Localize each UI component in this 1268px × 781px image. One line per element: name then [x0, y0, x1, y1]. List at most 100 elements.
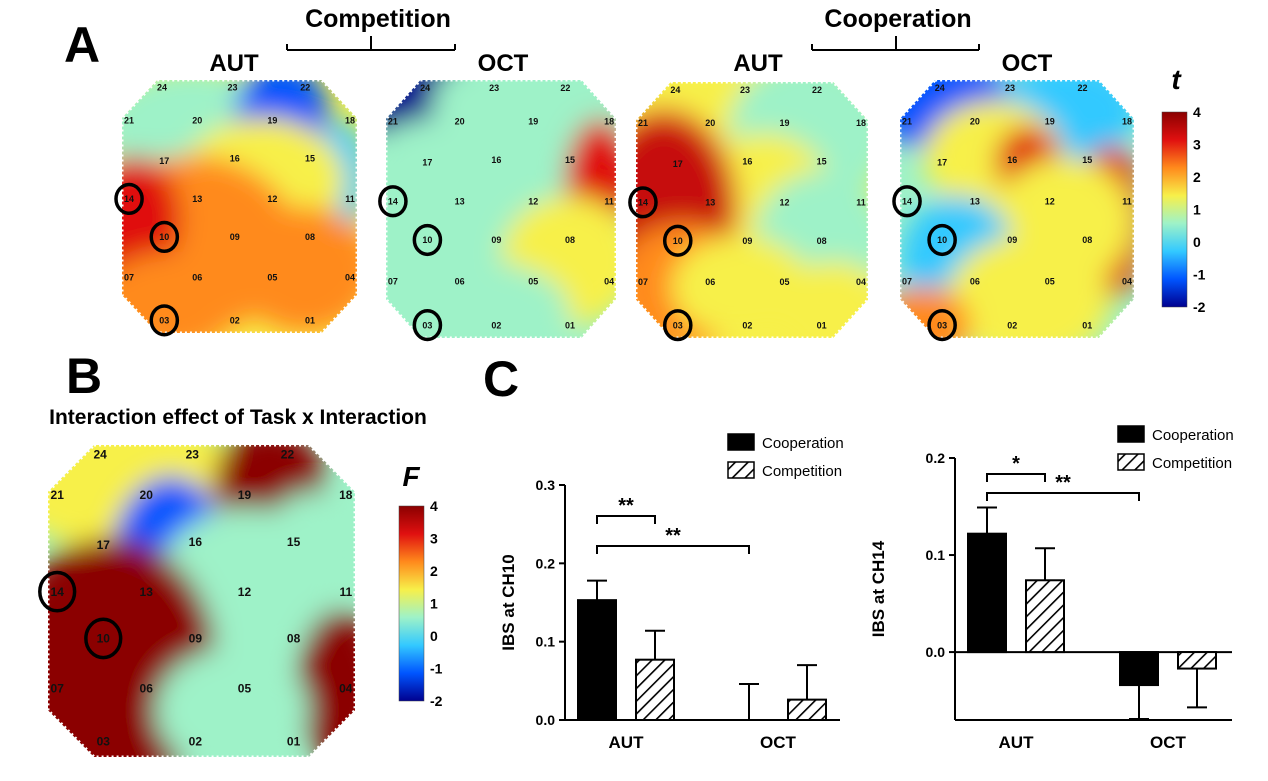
channel-label-06: 06 — [970, 276, 980, 286]
channel-label-12: 12 — [779, 197, 789, 207]
channel-label-11: 11 — [604, 196, 614, 206]
channel-label-05: 05 — [1045, 276, 1055, 286]
legend-swatch-competition — [727, 461, 755, 479]
x-tick-label: OCT — [760, 733, 797, 752]
legend-label-competition: Competition — [1152, 455, 1232, 472]
highlight-ring-ch03 — [412, 308, 443, 342]
group-bracket-competition: Competition — [286, 5, 456, 51]
colorbar-tick-label: 1 — [430, 596, 438, 612]
channel-label-01: 01 — [817, 320, 827, 330]
channel-label-17: 17 — [97, 538, 111, 552]
channel-label-24: 24 — [670, 85, 680, 95]
highlight-ring-ch03 — [149, 304, 180, 337]
channel-label-22: 22 — [281, 448, 295, 462]
channel-label-07: 07 — [124, 272, 134, 282]
channel-label-19: 19 — [528, 116, 538, 126]
channel-label-18: 18 — [339, 488, 353, 502]
channel-label-17: 17 — [159, 156, 169, 166]
colorbar-tick-label: 3 — [1193, 137, 1201, 153]
channel-label-14: 14 — [51, 585, 65, 599]
highlight-ring-ch10 — [149, 220, 180, 253]
highlight-ring-ch14 — [114, 182, 144, 216]
channel-label-21: 21 — [124, 116, 134, 126]
highlight-ring-ch14 — [892, 185, 922, 218]
significance-label: ** — [618, 495, 634, 517]
colorbar-tick-label: -2 — [430, 693, 443, 709]
highlight-ring-ch10 — [927, 223, 957, 257]
channel-label-15: 15 — [565, 155, 575, 165]
channel-label-01: 01 — [287, 735, 301, 749]
channel-label-23: 23 — [740, 85, 750, 95]
channel-label-02: 02 — [230, 316, 240, 326]
topomap-cooperation-oct: 24 23 22 21 20 19 18 17 16 15 14 13 12 11 10 09 08 07 06 05… — [892, 78, 1136, 342]
legend-label-cooperation: Cooperation — [762, 435, 844, 452]
channel-label-17: 17 — [673, 159, 683, 169]
channel-label-08: 08 — [817, 236, 827, 246]
channel-label-19: 19 — [779, 118, 789, 128]
channel-label-22: 22 — [300, 83, 310, 93]
channel-label-09: 09 — [230, 232, 240, 242]
channel-label-19: 19 — [267, 116, 277, 126]
channel-label-05: 05 — [238, 682, 252, 696]
channel-label-06: 06 — [705, 277, 715, 287]
channel-label-11: 11 — [339, 585, 352, 599]
channel-label-04: 04 — [604, 276, 614, 286]
x-tick-label: OCT — [1150, 733, 1187, 752]
channel-label-13: 13 — [455, 196, 465, 206]
highlight-ring-ch03 — [662, 309, 693, 342]
channel-label-12: 12 — [1045, 196, 1055, 206]
channel-label-02: 02 — [189, 735, 203, 749]
highlight-ring-ch03 — [927, 308, 957, 342]
legend-label-cooperation: Cooperation — [1152, 427, 1234, 444]
channel-label-23: 23 — [1005, 83, 1015, 93]
bar-competition-aut — [635, 658, 675, 722]
channel-label-05: 05 — [528, 276, 538, 286]
significance-bracket — [986, 473, 1046, 482]
channel-label-13: 13 — [140, 585, 154, 599]
y-tick-label: 0.1 — [536, 634, 556, 650]
channel-label-20: 20 — [970, 116, 980, 126]
channel-label-08: 08 — [287, 632, 301, 646]
highlight-ring-ch14 — [628, 186, 658, 219]
channel-label-05: 05 — [267, 272, 277, 282]
legend-label-competition: Competition — [762, 463, 842, 480]
colorbar-tick-label: 4 — [1193, 104, 1201, 120]
bar-competition-aut — [1025, 579, 1065, 654]
channel-label-16: 16 — [491, 155, 501, 165]
channel-label-10: 10 — [159, 232, 169, 242]
colorbar-t: t 4 3 2 1 0 -1 -2 — [1161, 64, 1206, 315]
channel-label-12: 12 — [238, 585, 252, 599]
channel-label-16: 16 — [1007, 155, 1017, 165]
highlight-ring-ch14 — [378, 185, 408, 218]
channel-label-09: 09 — [189, 632, 203, 646]
channel-label-19: 19 — [238, 488, 252, 502]
channel-label-23: 23 — [186, 448, 200, 462]
channel-label-01: 01 — [305, 316, 315, 326]
group-title-competition: Competition — [305, 5, 451, 33]
channel-label-20: 20 — [455, 116, 465, 126]
channel-label-02: 02 — [742, 320, 752, 330]
colorbar-tick-label: 1 — [1193, 202, 1201, 218]
channel-label-10: 10 — [937, 235, 947, 245]
channel-label-08: 08 — [565, 235, 575, 245]
panel-b-title: Interaction effect of Task x Interaction — [49, 406, 427, 429]
colorbar-tick-label: 0 — [1193, 234, 1201, 250]
colorbar-tick-label: -1 — [1193, 267, 1206, 283]
channel-label-04: 04 — [339, 682, 353, 696]
channel-label-18: 18 — [604, 116, 614, 126]
channel-label-22: 22 — [560, 83, 570, 93]
channel-label-14: 14 — [388, 196, 398, 206]
channel-label-15: 15 — [1082, 155, 1092, 165]
channel-label-08: 08 — [305, 232, 315, 242]
channel-label-24: 24 — [94, 448, 108, 462]
channel-label-21: 21 — [902, 116, 912, 126]
topomap-competition-oct: 24 23 22 21 20 19 18 17 16 15 14 13 12 11 10 09 08 07 06 05… — [378, 78, 618, 342]
bar-cooperation-oct — [1119, 651, 1159, 687]
channel-label-15: 15 — [817, 157, 827, 167]
x-tick-label: AUT — [999, 733, 1035, 752]
y-tick-label: 0.0 — [536, 712, 556, 728]
channel-label-17: 17 — [937, 158, 947, 168]
condition-label-cooperation-aut: AUT — [733, 50, 783, 77]
